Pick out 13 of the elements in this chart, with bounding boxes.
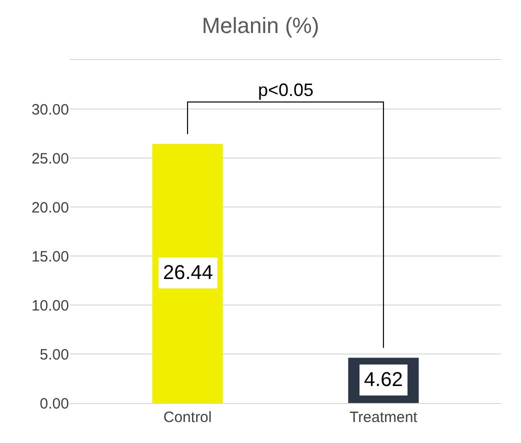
- data-label: 4.62: [364, 369, 403, 391]
- y-tick-label: 25.00: [31, 150, 69, 168]
- chart-title: Melanin (%): [202, 13, 320, 38]
- x-tick-label: Control: [163, 409, 212, 426]
- y-tick-label: 30.00: [31, 101, 69, 118]
- y-tick-label: 0.00: [40, 395, 69, 412]
- y-tick-label: 15.00: [31, 248, 69, 266]
- x-tick-label: Treatment: [350, 409, 418, 426]
- data-label: 26.44: [163, 262, 214, 284]
- y-tick-label: 10.00: [31, 297, 69, 314]
- y-tick-label: 5.00: [40, 346, 69, 364]
- annotation: p<0.05: [258, 80, 314, 100]
- y-tick-label: 20.00: [31, 199, 69, 216]
